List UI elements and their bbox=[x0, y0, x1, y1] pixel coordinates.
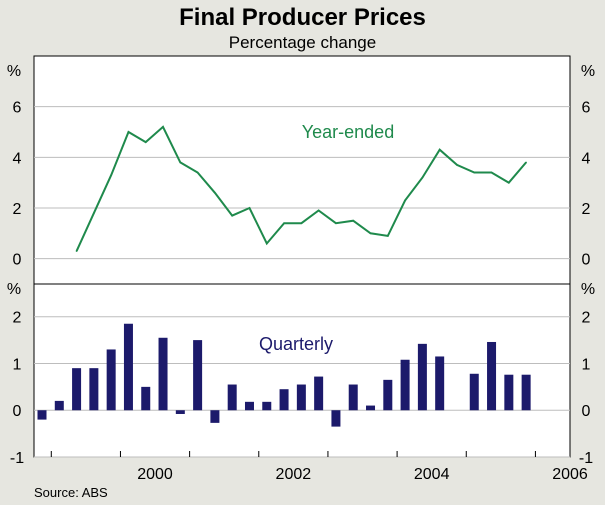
chart-subtitle: Percentage change bbox=[228, 33, 377, 52]
quarterly-bar bbox=[193, 340, 203, 411]
quarterly-bar bbox=[175, 410, 185, 414]
year-ended-point bbox=[438, 148, 441, 151]
quarterly-bar bbox=[383, 379, 393, 411]
y-tick-label-left: 6 bbox=[13, 100, 22, 117]
y-tick-label-left: 4 bbox=[13, 150, 22, 167]
year-ended-point bbox=[196, 171, 199, 174]
bottom-left-unit: % bbox=[7, 281, 21, 298]
y-axis-ticks: 0 0 2 2 4 4 6 6 -1 -1 0 0 1 1 2 2 bbox=[10, 100, 593, 467]
y-tick-label-left: 1 bbox=[13, 356, 22, 373]
y-tick-label-right: 0 bbox=[582, 403, 591, 420]
year-ended-point bbox=[75, 250, 78, 252]
top-left-unit: % bbox=[7, 63, 21, 80]
year-ended-point bbox=[110, 174, 112, 176]
bottom-plot-area bbox=[33, 283, 571, 458]
x-tick-label: 2006 bbox=[552, 466, 588, 483]
year-ended-point bbox=[456, 164, 458, 166]
year-ended-point bbox=[404, 199, 406, 202]
year-ended-point bbox=[525, 161, 527, 164]
y-tick-label-right: -1 bbox=[579, 450, 593, 467]
quarterly-bar bbox=[279, 389, 289, 411]
year-ended-point bbox=[283, 222, 285, 224]
year-ended-point bbox=[352, 219, 355, 222]
quarterly-bar bbox=[123, 323, 133, 411]
source-note: Source: ABS bbox=[34, 485, 108, 500]
year-ended-point bbox=[421, 176, 424, 179]
year-ended-point bbox=[317, 209, 320, 212]
y-tick-label-right: 6 bbox=[582, 100, 591, 117]
quarterly-bar bbox=[244, 401, 254, 411]
year-ended-point bbox=[162, 126, 164, 128]
quarterly-bar bbox=[504, 374, 514, 411]
bar-series bbox=[37, 323, 531, 427]
year-ended-point bbox=[265, 242, 268, 245]
y-tick-label-right: 1 bbox=[582, 356, 591, 373]
quarterly-bar bbox=[366, 405, 376, 411]
quarterly-bar bbox=[106, 349, 116, 411]
top-right-unit: % bbox=[581, 63, 595, 80]
x-axis-ticks: 2000 2002 2004 2006 bbox=[50, 451, 588, 483]
quarterly-bar bbox=[227, 384, 237, 411]
top-plot-area bbox=[33, 55, 571, 285]
year-ended-point bbox=[387, 235, 389, 237]
quarterly-bar bbox=[210, 410, 220, 423]
year-ended-point bbox=[93, 212, 95, 214]
y-tick-label-left: 0 bbox=[13, 252, 22, 269]
quarterly-label: Quarterly bbox=[259, 334, 333, 354]
year-ended-point bbox=[300, 222, 303, 224]
year-ended-label: Year-ended bbox=[302, 122, 394, 142]
y-tick-label-right: 2 bbox=[582, 201, 591, 218]
y-tick-label-right: 4 bbox=[582, 150, 591, 167]
quarterly-bar bbox=[37, 410, 47, 420]
quarterly-bar bbox=[331, 410, 341, 427]
quarterly-bar bbox=[54, 400, 64, 411]
year-ended-point bbox=[508, 181, 510, 184]
bottom-right-unit: % bbox=[581, 281, 595, 298]
line-points bbox=[75, 126, 527, 252]
quarterly-bar bbox=[262, 401, 272, 411]
quarterly-bar bbox=[417, 343, 427, 411]
x-tick-label: 2002 bbox=[276, 466, 312, 483]
quarterly-bar bbox=[141, 386, 151, 411]
quarterly-bar bbox=[469, 373, 479, 411]
quarterly-bar bbox=[296, 384, 306, 411]
x-tick-label: 2000 bbox=[137, 466, 173, 483]
y-tick-label-left: 2 bbox=[13, 201, 22, 218]
quarterly-bar bbox=[348, 384, 358, 411]
year-ended-point bbox=[127, 131, 130, 133]
y-tick-label-right: 2 bbox=[582, 310, 591, 327]
quarterly-bar bbox=[400, 359, 410, 411]
quarterly-bar bbox=[72, 368, 82, 411]
quarterly-bar bbox=[89, 368, 99, 411]
y-tick-label-left: 2 bbox=[13, 310, 22, 327]
quarterly-bar bbox=[521, 374, 531, 411]
year-ended-point bbox=[179, 161, 182, 164]
y-tick-label-left: 0 bbox=[13, 403, 22, 420]
year-ended-point bbox=[335, 222, 337, 224]
quarterly-bar bbox=[435, 356, 445, 411]
y-tick-label-right: 0 bbox=[582, 252, 591, 269]
year-ended-point bbox=[473, 171, 476, 174]
quarterly-bar bbox=[158, 337, 168, 411]
year-ended-point bbox=[144, 141, 147, 143]
gridlines bbox=[34, 106, 570, 458]
year-ended-point bbox=[248, 207, 251, 209]
chart-title: Final Producer Prices bbox=[179, 4, 426, 31]
year-ended-point bbox=[369, 232, 372, 235]
quarterly-bar bbox=[314, 376, 324, 411]
year-ended-point bbox=[231, 214, 233, 217]
year-ended-point bbox=[214, 192, 216, 194]
year-ended-point bbox=[490, 171, 493, 174]
x-tick-label: 2004 bbox=[414, 466, 450, 483]
y-tick-label-left: -1 bbox=[10, 450, 24, 467]
quarterly-bar bbox=[487, 341, 497, 411]
